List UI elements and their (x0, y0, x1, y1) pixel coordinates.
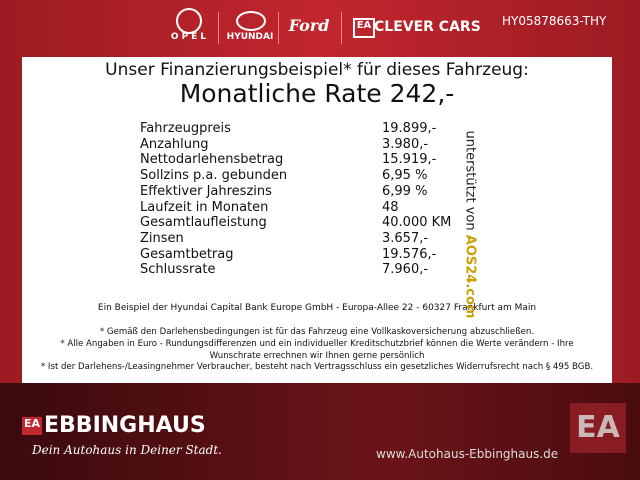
row-label: Effektiver Jahreszins (140, 183, 272, 199)
website: www.Autohaus-Ebbinghaus.de (376, 447, 559, 461)
row-label: Sollzins p.a. gebunden (140, 168, 288, 184)
row-label: Gesamtlaufleistung (140, 215, 267, 231)
separator (341, 12, 342, 44)
opel-icon (176, 8, 202, 34)
row-label: Anzahlung (140, 136, 209, 152)
row-value: 6,99 % (382, 183, 428, 199)
ea-logo: EA (22, 417, 42, 435)
row-value: 40.000 KM (382, 215, 452, 231)
row-value: 3.980,- (382, 136, 429, 152)
row-label: Schlussrate (140, 262, 216, 278)
brand-ford: Ford (288, 16, 330, 35)
finance-panel: Unser Finanzierungsbeispiel* für dieses … (22, 57, 612, 383)
note: * Gemäß den Darlehensbedingungen ist für… (99, 327, 535, 337)
row-value: 6,95 % (382, 168, 428, 184)
row-label: Fahrzeugpreis (140, 121, 231, 136)
heading: Unser Finanzierungsbeispiel* für dieses … (105, 60, 529, 80)
row-value: 19.576,- (382, 246, 437, 262)
bank-line: Ein Beispiel der Hyundai Capital Bank Eu… (97, 303, 537, 313)
monthly-rate: Monatliche Rate 242,- (179, 79, 455, 108)
row-label: Gesamtbetrag (140, 246, 234, 262)
ea-icon: EA (353, 18, 375, 38)
separator (218, 12, 219, 44)
sponsor-brand: AOS24.com (462, 234, 478, 319)
row-label: Laufzeit in Monaten (140, 199, 269, 215)
row-value: 7.960,- (382, 262, 429, 278)
row-value: 15.919,- (382, 152, 437, 168)
brand-opel: OPEL (170, 32, 210, 42)
vehicle-code: HY05878663-THY (502, 14, 607, 28)
note: * Alle Angaben in Euro - Rundungsdiffere… (60, 339, 574, 361)
row-value: 19.899,- (382, 121, 437, 136)
row-value: 48 (382, 199, 399, 215)
row-label: Zinsen (140, 230, 184, 246)
brand-clever-cars: CLEVER CARS (374, 19, 481, 35)
row-label: Nettodarlehensbetrag (140, 152, 284, 168)
separator (278, 12, 279, 44)
dealer-name: EBBINGHAUS (44, 413, 206, 438)
slogan: Dein Autohaus in Deiner Stadt. (32, 443, 222, 457)
ea-watermark: EA (570, 403, 626, 453)
hyundai-icon (236, 11, 266, 31)
footer-band: EA EBBINGHAUS Dein Autohaus in Deiner St… (0, 383, 640, 480)
brand-hyundai: HYUNDAI (226, 32, 274, 42)
note: * Ist der Darlehens-/Leasingnehmer Verbr… (40, 362, 594, 372)
row-value: 3.657,- (382, 230, 429, 246)
sponsor-text: unterstützt von (462, 130, 478, 231)
sponsor: unterstützt von AOS24.com (463, 85, 478, 365)
